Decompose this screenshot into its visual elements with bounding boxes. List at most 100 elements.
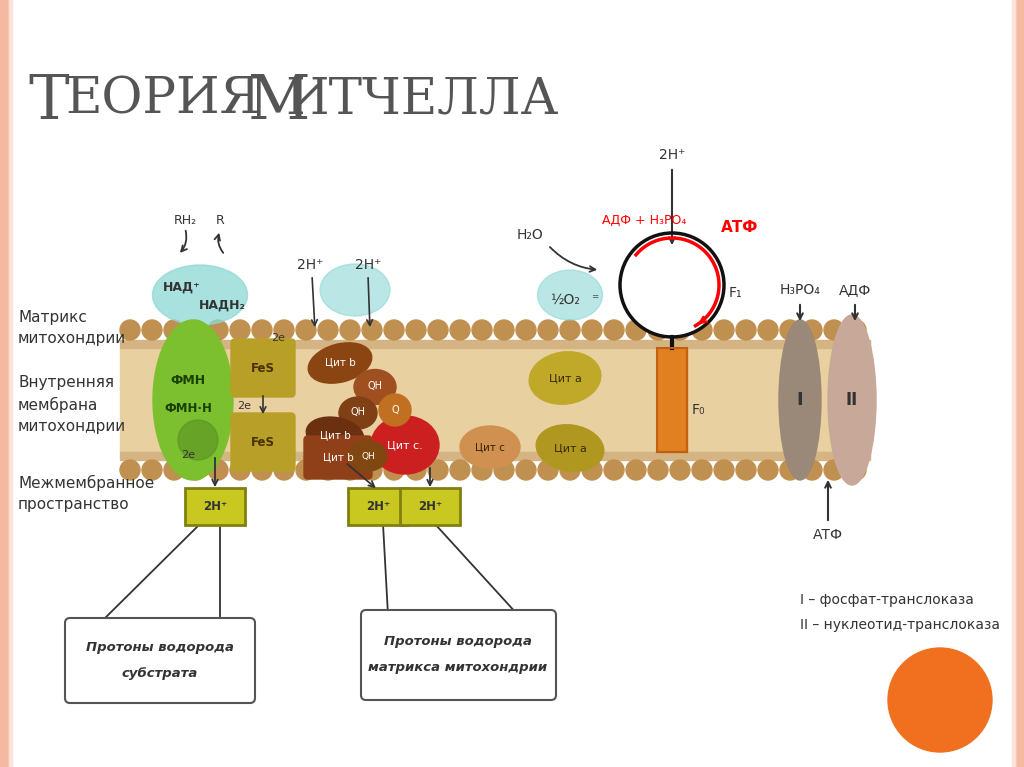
Circle shape [472,320,492,340]
Text: I – фосфат-транслоказа: I – фосфат-транслоказа [800,593,974,607]
Text: Матрикс
митохондрии: Матрикс митохондрии [18,310,126,346]
Text: Цит с.: Цит с. [387,440,423,450]
Circle shape [252,460,272,480]
Text: H₂O: H₂O [517,228,544,242]
Ellipse shape [339,397,377,429]
Text: АДФ: АДФ [839,283,871,297]
Text: F₁: F₁ [729,286,742,300]
Circle shape [120,320,140,340]
FancyBboxPatch shape [231,339,295,397]
Text: Q: Q [391,405,398,415]
Ellipse shape [828,315,876,485]
Circle shape [758,320,778,340]
Text: Цит с: Цит с [475,442,505,452]
Circle shape [846,320,866,340]
Circle shape [296,320,316,340]
Text: АТФ: АТФ [721,219,759,235]
Text: АТФ: АТФ [813,528,843,542]
Ellipse shape [153,265,248,325]
Circle shape [582,320,602,340]
Circle shape [692,320,712,340]
Circle shape [802,320,822,340]
Circle shape [340,460,360,480]
Text: FeS: FeS [251,436,275,449]
Circle shape [714,460,734,480]
Text: ФМН: ФМН [170,374,206,387]
Circle shape [296,460,316,480]
Text: Цит a: Цит a [549,373,582,383]
Circle shape [648,460,668,480]
Circle shape [620,233,724,337]
Text: 2H⁺: 2H⁺ [366,501,390,513]
Circle shape [208,320,228,340]
Text: R: R [216,213,224,226]
Circle shape [560,320,580,340]
Circle shape [516,460,536,480]
Bar [1016,0,1024,767]
Circle shape [494,460,514,480]
Circle shape [318,320,338,340]
Text: 2H⁺: 2H⁺ [418,501,442,513]
Circle shape [670,460,690,480]
FancyBboxPatch shape [185,488,245,525]
Circle shape [252,320,272,340]
Circle shape [736,460,756,480]
Circle shape [846,460,866,480]
Text: Протоны водорода: Протоны водорода [86,641,234,654]
Text: Внутренняя
мембрана
митохондрии: Внутренняя мембрана митохондрии [18,375,126,433]
Circle shape [538,460,558,480]
Text: НАДН₂: НАДН₂ [199,298,246,311]
Circle shape [538,320,558,340]
Ellipse shape [178,420,218,460]
Circle shape [164,460,184,480]
Circle shape [692,460,712,480]
Text: 2H⁺: 2H⁺ [297,258,324,272]
Circle shape [714,320,734,340]
Circle shape [230,320,250,340]
Circle shape [274,460,294,480]
Ellipse shape [529,352,601,404]
Text: Цит b: Цит b [319,430,350,440]
Text: I: I [797,391,803,409]
Circle shape [648,320,668,340]
Text: 2H⁺: 2H⁺ [203,501,227,513]
Text: Цит b: Цит b [323,452,353,462]
Circle shape [428,320,449,340]
Text: М: М [248,72,310,132]
Circle shape [362,460,382,480]
Circle shape [406,460,426,480]
Text: 2е: 2е [271,333,285,343]
Circle shape [379,394,411,426]
Text: F₀: F₀ [692,403,706,417]
Circle shape [888,648,992,752]
Ellipse shape [306,417,364,453]
Text: Т: Т [28,72,69,132]
Circle shape [428,460,449,480]
Circle shape [626,460,646,480]
Text: ⁼: ⁼ [591,293,599,307]
Circle shape [142,460,162,480]
Ellipse shape [779,320,821,480]
Text: ЕОРИЯ: ЕОРИЯ [65,75,260,124]
Bar [0,0,8,767]
FancyBboxPatch shape [304,436,372,479]
Circle shape [626,320,646,340]
Text: QH: QH [368,381,383,391]
Bar [120,452,870,460]
Text: ИТЧЕЛЛА: ИТЧЕЛЛА [285,75,558,124]
Text: 2е: 2е [237,401,251,411]
Ellipse shape [371,416,439,474]
Text: Цит a: Цит a [554,443,587,453]
Circle shape [450,320,470,340]
Circle shape [450,460,470,480]
Circle shape [604,320,624,340]
Text: Н₃РО₄: Н₃РО₄ [779,283,820,297]
Bar [657,348,687,452]
Bar [120,348,870,452]
Circle shape [472,460,492,480]
Ellipse shape [354,370,396,404]
Circle shape [120,460,140,480]
Circle shape [802,460,822,480]
Text: матрикса митохондрии: матрикса митохондрии [369,660,548,673]
Ellipse shape [537,425,604,471]
